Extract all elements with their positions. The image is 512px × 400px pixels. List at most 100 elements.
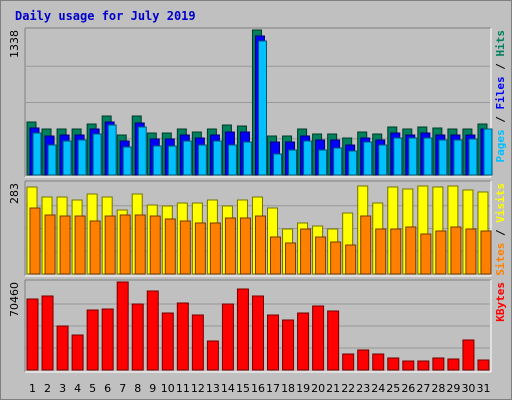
x-tick-label-day-14: 14 <box>221 382 235 395</box>
bar-sites-day-28 <box>435 230 447 275</box>
bar-kbytes-day-20 <box>312 305 325 371</box>
panel-visits-sites: 283 Sites / Visits <box>8 180 507 277</box>
bar-sites-day-4 <box>74 215 86 275</box>
x-tick-label-day-24: 24 <box>371 382 385 395</box>
bar-sites-day-3 <box>59 215 71 275</box>
bar-kbytes-day-10 <box>161 312 174 371</box>
bar-kbytes-day-29 <box>447 358 460 371</box>
bar-sites-day-26 <box>405 226 417 275</box>
bar-pages-day-5 <box>92 133 102 176</box>
x-tick-label-day-6: 6 <box>104 382 111 395</box>
bar-kbytes-day-27 <box>417 360 430 371</box>
bar-pages-day-16 <box>257 40 267 176</box>
legend-visits-sites: Sites / Visits <box>494 183 507 276</box>
bar-pages-day-9 <box>152 145 162 176</box>
panel-kbytes: 70460 KBytes <box>8 279 507 373</box>
x-tick-label-day-1: 1 <box>29 382 36 395</box>
bar-kbytes-day-23 <box>357 349 370 371</box>
bar-sites-day-22 <box>345 244 357 275</box>
bar-pages-day-3 <box>62 140 72 176</box>
x-tick-label-day-5: 5 <box>89 382 96 395</box>
bar-kbytes-day-18 <box>282 319 295 371</box>
x-tick-label-day-16: 16 <box>251 382 265 395</box>
bar-kbytes-day-31 <box>477 359 490 371</box>
bar-pages-day-23 <box>363 141 373 176</box>
legend-item: / <box>494 110 507 130</box>
bar-pages-day-25 <box>393 137 403 176</box>
bar-pages-day-6 <box>107 124 117 176</box>
bar-kbytes-day-22 <box>342 353 355 371</box>
x-tick-label-day-4: 4 <box>74 382 81 395</box>
bar-kbytes-day-15 <box>236 288 249 371</box>
bar-sites-day-10 <box>164 218 176 275</box>
bar-sites-day-2 <box>44 214 56 275</box>
chart-title: Daily usage for July 2019 <box>15 9 196 23</box>
y-max-label: 283 <box>8 183 21 204</box>
bar-pages-day-2 <box>47 144 57 176</box>
legend-item: / <box>494 57 507 77</box>
bar-sites-day-25 <box>390 228 402 275</box>
bar-kbytes-day-25 <box>387 357 400 371</box>
x-tick-label-day-18: 18 <box>281 382 295 395</box>
bar-sites-day-18 <box>285 242 297 275</box>
bar-pages-day-14 <box>227 144 237 176</box>
bar-sites-day-31 <box>480 230 492 275</box>
legend-item: Visits <box>494 183 507 223</box>
legend-kbytes: KBytes <box>494 282 507 322</box>
bar-kbytes-day-28 <box>432 357 445 371</box>
bar-kbytes-day-5 <box>86 309 99 371</box>
bar-kbytes-day-11 <box>176 302 189 371</box>
bar-pages-day-30 <box>468 138 478 176</box>
x-tick-label-day-29: 29 <box>446 382 460 395</box>
bar-pages-day-13 <box>212 140 222 176</box>
bar-kbytes-day-26 <box>402 360 415 371</box>
legend-item: KBytes <box>494 282 507 322</box>
bar-sites-day-30 <box>465 228 477 275</box>
bar-pages-day-21 <box>333 147 343 176</box>
legend-item: Sites <box>494 243 507 276</box>
x-axis-labels: 1 2 3 4 5 6 7 8 9 10 11 12 13 14 15 16 17 18 19 20 21 22 23 24 2… <box>29 382 490 395</box>
x-tick-label-day-13: 13 <box>206 382 220 395</box>
bar-kbytes-day-13 <box>206 340 219 371</box>
x-tick-label-day-27: 27 <box>416 382 430 395</box>
x-tick-label-day-2: 2 <box>44 382 51 395</box>
bar-sites-day-1 <box>29 207 41 275</box>
bar-sites-day-29 <box>450 226 462 275</box>
x-tick-label-day-15: 15 <box>236 382 250 395</box>
bar-kbytes-day-1 <box>26 298 39 371</box>
bar-sites-day-24 <box>375 228 387 275</box>
x-tick-label-day-20: 20 <box>311 382 325 395</box>
bar-pages-day-27 <box>423 137 433 176</box>
bar-pages-day-26 <box>408 137 418 176</box>
bar-sites-day-17 <box>270 236 282 275</box>
bar-kbytes-day-21 <box>327 310 340 371</box>
x-tick-label-day-19: 19 <box>296 382 310 395</box>
x-tick-label-day-17: 17 <box>266 382 280 395</box>
x-tick-label-day-21: 21 <box>326 382 340 395</box>
bar-kbytes-day-19 <box>297 312 310 371</box>
bar-pages-day-7 <box>122 146 132 176</box>
bar-pages-day-17 <box>273 153 283 176</box>
y-max-label: 70460 <box>8 282 21 317</box>
bar-kbytes-day-4 <box>71 334 84 371</box>
bar-sites-day-8 <box>134 214 146 275</box>
bar-pages-day-18 <box>288 149 298 176</box>
bar-sites-day-20 <box>315 236 327 275</box>
x-tick-label-day-3: 3 <box>59 382 66 395</box>
bar-kbytes-day-9 <box>146 290 159 371</box>
bar-kbytes-day-3 <box>56 325 69 371</box>
x-tick-label-day-7: 7 <box>119 382 126 395</box>
x-tick-label-day-28: 28 <box>431 382 445 395</box>
bar-pages-day-8 <box>137 126 147 176</box>
x-tick-label-day-22: 22 <box>341 382 355 395</box>
x-tick-label-day-26: 26 <box>401 382 415 395</box>
x-tick-label-day-31: 31 <box>476 382 490 395</box>
x-tick-label-day-11: 11 <box>176 382 190 395</box>
bar-sites-day-14 <box>224 217 236 275</box>
bar-sites-day-27 <box>420 233 432 275</box>
bar-sites-day-12 <box>194 222 206 275</box>
legend-item: Pages <box>494 129 507 162</box>
bar-sites-day-11 <box>179 220 191 275</box>
x-tick-label-day-30: 30 <box>461 382 475 395</box>
